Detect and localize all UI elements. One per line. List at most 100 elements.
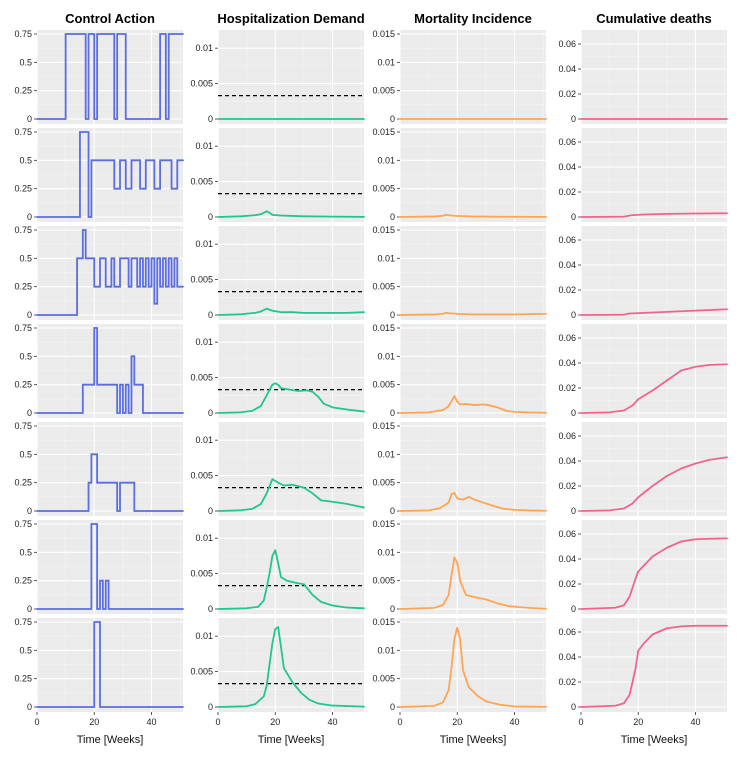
y-tick-label: 0.015 bbox=[372, 225, 395, 235]
y-tick-label: 0.25 bbox=[14, 184, 32, 194]
y-tick-label: 0.5 bbox=[19, 57, 32, 67]
x-tick-label: 40 bbox=[147, 717, 157, 727]
y-tick-label: 0.02 bbox=[558, 187, 576, 197]
series-line-cumulative-deaths bbox=[580, 624, 728, 708]
y-tick-label: 0.005 bbox=[190, 569, 213, 579]
panel-background bbox=[218, 324, 364, 418]
column-title-hospitalization-demand: Hospitalization Demand bbox=[217, 11, 364, 26]
y-tick-label: 0.01 bbox=[377, 57, 395, 67]
y-tick-label: 0.01 bbox=[195, 141, 213, 151]
y-tick-label: 0.01 bbox=[195, 533, 213, 543]
panel-background bbox=[400, 324, 546, 418]
series-line-hospitalization-demand bbox=[217, 382, 365, 414]
y-tick-label: 0 bbox=[27, 114, 32, 124]
x-axis-title: Time [Weeks] bbox=[621, 734, 688, 746]
series-line-control-action bbox=[36, 33, 184, 120]
panel-r5-hospitalization-demand: 0 0.005 0.01 bbox=[190, 422, 365, 516]
y-tick-label: 0.75 bbox=[14, 617, 32, 627]
panel-r6-cumulative-deaths: 0 0.02 0.04 0.06 bbox=[558, 520, 728, 614]
panel-r1-cumulative-deaths: 0 0.02 0.04 0.06 bbox=[558, 30, 728, 124]
x-tick-label: 0 bbox=[397, 717, 402, 727]
series-line-cumulative-deaths bbox=[580, 456, 728, 512]
x-axis-title: Time [Weeks] bbox=[258, 734, 325, 746]
y-tick-label: 0.06 bbox=[558, 333, 576, 343]
y-tick-label: 0.5 bbox=[19, 645, 32, 655]
y-tick-label: 0 bbox=[27, 212, 32, 222]
y-tick-label: 0.005 bbox=[372, 86, 395, 96]
panel-r4-control-action: 0 0.25 0.5 0.75 bbox=[14, 323, 184, 418]
panel-background bbox=[37, 226, 183, 320]
x-tick-label: 20 bbox=[270, 717, 280, 727]
y-tick-label: 0.06 bbox=[558, 627, 576, 637]
y-tick-label: 0.75 bbox=[14, 323, 32, 333]
y-tick-label: 0.04 bbox=[558, 260, 576, 270]
panel-r5-control-action: 0 0.25 0.5 0.75 bbox=[14, 421, 184, 516]
panel-r6-hospitalization-demand: 0 0.005 0.01 bbox=[190, 520, 365, 614]
series-line-mortality-incidence bbox=[399, 491, 547, 512]
x-tick-label: 40 bbox=[328, 717, 338, 727]
y-tick-label: 0.005 bbox=[190, 177, 213, 187]
series-line-mortality-incidence bbox=[399, 311, 547, 316]
x-tick-label: 0 bbox=[34, 717, 39, 727]
y-tick-label: 0.01 bbox=[377, 645, 395, 655]
panel-background bbox=[218, 128, 364, 222]
y-tick-label: 0 bbox=[208, 604, 213, 614]
y-tick-label: 0 bbox=[390, 604, 395, 614]
y-tick-label: 0.015 bbox=[372, 127, 395, 137]
series-line-mortality-incidence bbox=[399, 395, 547, 414]
y-tick-label: 0 bbox=[390, 702, 395, 712]
panel-background bbox=[400, 128, 546, 222]
x-axis-title: Time [Weeks] bbox=[440, 734, 507, 746]
panel-background bbox=[400, 30, 546, 124]
y-tick-label: 0.75 bbox=[14, 225, 32, 235]
column-title-mortality-incidence: Mortality Incidence bbox=[414, 11, 532, 26]
y-tick-label: 0.01 bbox=[377, 449, 395, 459]
y-tick-label: 0.005 bbox=[372, 184, 395, 194]
panel-r3-control-action: 0 0.25 0.5 0.75 bbox=[14, 225, 184, 320]
y-tick-label: 0.5 bbox=[19, 351, 32, 361]
panel-r3-cumulative-deaths: 0 0.02 0.04 0.06 bbox=[558, 226, 728, 320]
panel-background bbox=[400, 618, 546, 712]
y-tick-label: 0 bbox=[208, 114, 213, 124]
y-tick-label: 0 bbox=[571, 408, 576, 418]
x-tick-label: 20 bbox=[89, 717, 99, 727]
panel-r4-mortality-incidence: 0 0.005 0.01 0.015 bbox=[372, 323, 547, 418]
y-tick-label: 0 bbox=[208, 506, 213, 516]
panel-r5-cumulative-deaths: 0 0.02 0.04 0.06 bbox=[558, 422, 728, 516]
x-axis-title: Time [Weeks] bbox=[77, 734, 144, 746]
y-tick-label: 0 bbox=[390, 408, 395, 418]
panel-r2-cumulative-deaths: 0 0.02 0.04 0.06 bbox=[558, 128, 728, 222]
series-line-control-action bbox=[36, 327, 184, 414]
y-tick-label: 0 bbox=[571, 212, 576, 222]
panel-background bbox=[37, 324, 183, 418]
y-tick-label: 0.75 bbox=[14, 421, 32, 431]
y-tick-label: 0.005 bbox=[190, 79, 213, 89]
series-line-cumulative-deaths bbox=[580, 537, 728, 610]
x-tick-label: 40 bbox=[691, 717, 701, 727]
series-line-mortality-incidence bbox=[399, 626, 547, 708]
panel-background bbox=[581, 226, 727, 320]
y-tick-label: 0.5 bbox=[19, 155, 32, 165]
series-line-cumulative-deaths bbox=[580, 363, 728, 414]
y-tick-label: 0.75 bbox=[14, 519, 32, 529]
y-tick-label: 0 bbox=[390, 310, 395, 320]
y-tick-label: 0.25 bbox=[14, 380, 32, 390]
y-tick-label: 0.015 bbox=[372, 519, 395, 529]
y-tick-label: 0 bbox=[208, 212, 213, 222]
panel-background bbox=[400, 520, 546, 614]
x-tick-label: 0 bbox=[215, 717, 220, 727]
y-tick-label: 0 bbox=[571, 114, 576, 124]
panel-r1-control-action: 0 0.25 0.5 0.75 bbox=[14, 29, 184, 124]
y-tick-label: 0 bbox=[571, 604, 576, 614]
y-tick-label: 0 bbox=[390, 114, 395, 124]
panel-r3-hospitalization-demand: 0 0.005 0.01 bbox=[190, 226, 365, 320]
y-tick-label: 0.01 bbox=[195, 337, 213, 347]
y-tick-label: 0 bbox=[27, 310, 32, 320]
y-tick-label: 0.5 bbox=[19, 253, 32, 263]
y-tick-label: 0.01 bbox=[377, 155, 395, 165]
y-tick-label: 0 bbox=[571, 310, 576, 320]
